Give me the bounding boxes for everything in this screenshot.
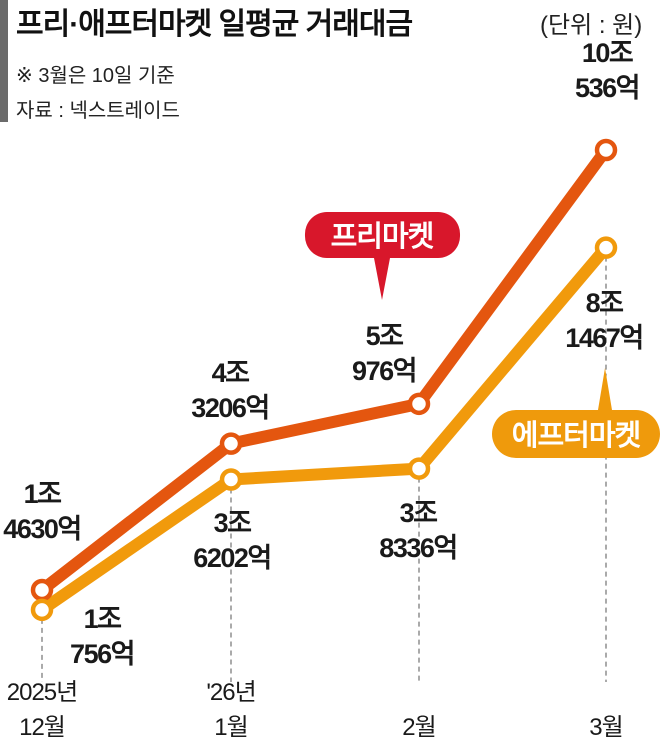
data-point [30, 598, 54, 622]
data-label-eok: 976억 [352, 356, 416, 386]
data-label-eok: 1467억 [565, 323, 642, 353]
x-tick-month: 1월 [214, 714, 247, 741]
data-label-eok: 3206억 [191, 393, 268, 423]
legend-callout-pre [304, 212, 461, 300]
data-label-eok: 4630억 [3, 514, 80, 544]
data-label-trillion: 4조 [212, 358, 250, 388]
data-label-eok: 756억 [70, 639, 134, 669]
data-label-trillion: 3조 [214, 508, 252, 538]
data-point [219, 432, 243, 455]
data-point [594, 138, 618, 162]
note-text: ※ 3월은 10일 기준 [16, 64, 175, 87]
data-label-trillion: 8조 [586, 288, 624, 318]
data-label-eok: 536억 [575, 73, 639, 103]
x-tick-month: 3월 [589, 714, 622, 741]
source-text: 자료 : 넥스트레이드 [16, 99, 180, 122]
chart-title: 프리·애프터마켓 일평균 거래대금 [16, 8, 412, 41]
series-line-after [38, 243, 611, 615]
data-label-eok: 8336억 [379, 533, 456, 563]
legend-callout-after [492, 368, 660, 458]
data-label-trillion: 1조 [24, 479, 62, 509]
unit-label: (단위 : 원) [540, 12, 642, 39]
data-point [219, 468, 243, 491]
data-point [407, 457, 431, 480]
series-line-pre [38, 146, 611, 595]
legend-label-pre: 프리마켓 [331, 220, 434, 253]
data-point [30, 578, 54, 602]
data-point [594, 236, 618, 259]
x-tick-year: '26년 [206, 679, 255, 706]
title-accent-bar [0, 0, 8, 122]
data-point [407, 392, 431, 416]
x-tick-year: 2025년 [7, 679, 77, 706]
data-label-trillion: 10조 [582, 38, 633, 68]
x-tick-month: 12월 [19, 714, 65, 741]
data-label-trillion: 5조 [366, 321, 404, 351]
legend-label-after: 에프터마켓 [512, 419, 641, 452]
data-label-trillion: 3조 [400, 498, 438, 528]
data-label-trillion: 1조 [84, 604, 122, 634]
x-tick-month: 2월 [402, 714, 435, 741]
data-label-eok: 6202억 [193, 543, 270, 573]
